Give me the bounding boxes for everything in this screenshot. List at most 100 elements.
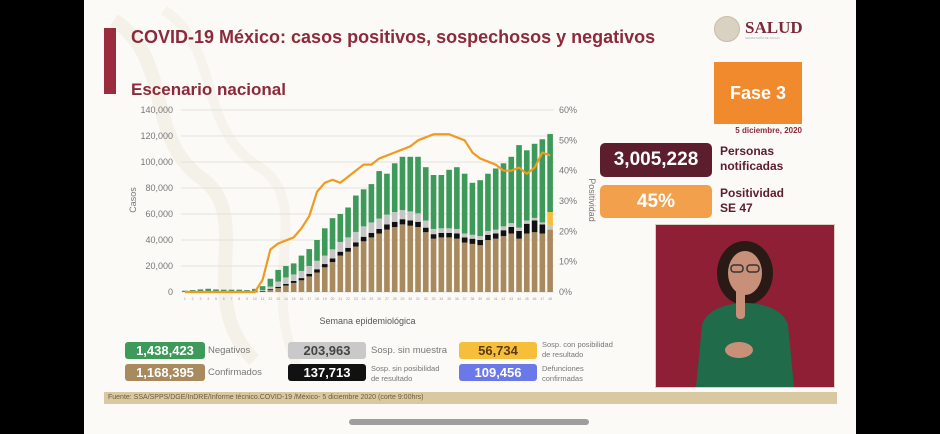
sin-posibilidad-line2: de resultado xyxy=(371,374,413,383)
bar-segment xyxy=(298,280,305,292)
bar-segment xyxy=(485,230,491,235)
bar-segment xyxy=(321,228,328,256)
bar-segment xyxy=(345,207,351,238)
bar-segment xyxy=(547,225,553,230)
x-tick-label: 11 xyxy=(261,297,265,301)
bar-segment xyxy=(539,222,546,225)
bar-segment xyxy=(259,291,266,292)
bar-segment xyxy=(531,220,538,233)
bar-segment xyxy=(360,236,367,242)
bar-segment xyxy=(384,214,390,225)
bar-segment xyxy=(267,278,274,287)
bar-segment xyxy=(461,242,468,292)
bar-segment xyxy=(376,233,382,292)
x-tick-label: 26 xyxy=(377,297,381,301)
bar-segment xyxy=(430,228,437,235)
bar-segment xyxy=(399,219,406,225)
x-tick-label: 27 xyxy=(385,297,389,301)
bar-segment xyxy=(306,266,313,274)
x-tick-label: 22 xyxy=(346,297,350,301)
bar-segment xyxy=(321,264,328,268)
bar-segment xyxy=(399,156,406,211)
x-tick-label: 42 xyxy=(502,297,506,301)
bar-segment xyxy=(368,222,375,233)
bar-segment xyxy=(345,247,351,252)
bar-segment xyxy=(283,283,289,286)
x-tick-label: 17 xyxy=(307,297,311,301)
bar-segment xyxy=(391,227,398,292)
bar-segment xyxy=(314,240,320,261)
bar-segment xyxy=(329,262,336,292)
bar-segment xyxy=(267,290,274,292)
slide-title: COVID-19 México: casos positivos, sospec… xyxy=(131,27,656,47)
bar-segment xyxy=(353,246,359,292)
x-tick-label: 46 xyxy=(533,297,537,301)
x-tick-label: 37 xyxy=(463,297,467,301)
bar-segment xyxy=(415,227,421,292)
bar-segment xyxy=(516,227,522,231)
bar-segment xyxy=(376,228,382,234)
con-posibilidad-line1: Sosp. con posibilidad xyxy=(542,340,613,349)
interpreter-figure xyxy=(696,241,794,387)
bar-segment xyxy=(290,280,297,283)
cases-chart: 0 20,000 40,000 60,000 80,000 100,000 120,000 1… xyxy=(128,105,597,326)
x-tick-label: 45 xyxy=(525,297,529,301)
bar-segment xyxy=(492,229,499,234)
x-tick-label: 36 xyxy=(455,297,459,301)
salud-logo: SALUD SECRETARÍA DE SALUD xyxy=(714,16,803,42)
bar-segment xyxy=(446,237,452,292)
defunciones-value: 109,456 xyxy=(459,364,537,381)
bar-segment xyxy=(298,278,305,281)
bar-segment xyxy=(547,212,553,226)
y2-axis-label: Positividad xyxy=(587,178,597,222)
bar-segment xyxy=(197,289,204,292)
bar-segment xyxy=(492,238,499,292)
y-tick-label: 80,000 xyxy=(145,183,173,193)
slide-subtitle: Escenario nacional xyxy=(131,80,286,99)
notified-label-line2: notificadas xyxy=(720,159,784,173)
bar-segment xyxy=(531,217,538,221)
logo-text: SALUD xyxy=(745,17,803,37)
y2-tick-label: 50% xyxy=(559,135,577,145)
bar-segment xyxy=(407,220,414,226)
bar-segment xyxy=(454,233,460,239)
bar-segment xyxy=(314,272,320,292)
x-tick-label: 6 xyxy=(223,297,225,301)
bar-segment xyxy=(547,134,553,213)
bar-segment xyxy=(329,218,336,250)
x-tick-label: 44 xyxy=(517,297,521,301)
x-tick-label: 39 xyxy=(478,297,482,301)
bar-segment xyxy=(384,173,390,215)
phase-badge: Fase 3 xyxy=(714,62,802,124)
bar-segment xyxy=(267,289,274,291)
defunciones-line1: Defunciones xyxy=(542,364,584,373)
bar-segment xyxy=(454,167,460,229)
negativos-value: 1,438,423 xyxy=(125,342,205,359)
bar-segment xyxy=(500,236,507,292)
video-scrubber-bar[interactable] xyxy=(349,419,589,425)
positivity-line xyxy=(184,133,551,294)
positivity-label-line2: SE 47 xyxy=(720,201,753,215)
x-tick-label: 19 xyxy=(323,297,327,301)
bar-segment xyxy=(298,270,305,279)
bar-segment xyxy=(539,224,546,234)
x-tick-label: 8 xyxy=(238,297,240,301)
sin-posibilidad-line1: Sosp. sin posibilidad xyxy=(371,364,440,373)
bar-segment xyxy=(384,229,390,292)
bar-segment xyxy=(290,282,297,292)
bar-segment xyxy=(539,139,546,223)
bar-segment xyxy=(407,156,414,212)
y-axis-label: Casos xyxy=(128,187,138,213)
sin-muestra-label: Sosp. sin muestra xyxy=(371,345,448,356)
bar-segment xyxy=(353,195,359,232)
bar-segment xyxy=(368,237,375,292)
bar-segment xyxy=(360,189,367,227)
report-date: 5 diciembre, 2020 xyxy=(735,126,802,135)
con-posibilidad-label: Sosp. con posibilidad de resultado xyxy=(542,340,613,360)
bar-segment xyxy=(321,255,328,265)
y2-tick-label: 40% xyxy=(559,166,577,176)
bar-segment xyxy=(485,240,491,292)
bar-segment xyxy=(368,184,375,223)
x-tick-label: 1 xyxy=(184,297,186,301)
bar-segment xyxy=(275,286,281,289)
